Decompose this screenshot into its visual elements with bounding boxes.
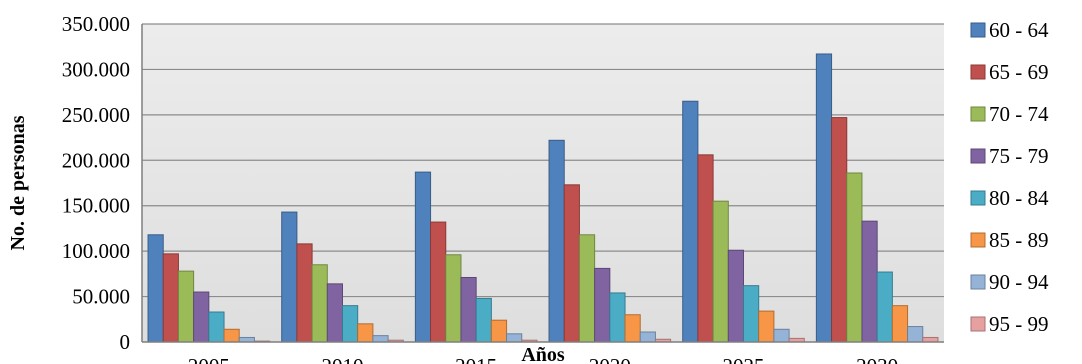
legend-swatch bbox=[970, 274, 986, 290]
bar-2005-75-79 bbox=[193, 291, 210, 343]
legend-label: 80 - 84 bbox=[989, 186, 1049, 210]
legend-item: 60 - 64 bbox=[970, 18, 1049, 42]
bar-2025-85-89 bbox=[758, 310, 775, 343]
bar-2020-80-84 bbox=[609, 292, 626, 343]
legend-swatch bbox=[970, 22, 986, 38]
bar-2015-60-64 bbox=[414, 171, 432, 343]
bar-2025-80-84 bbox=[743, 285, 760, 343]
y-tick-label: 250.000 bbox=[62, 103, 130, 127]
gridlines bbox=[142, 23, 944, 298]
bar-2010-75-79 bbox=[326, 283, 343, 343]
bar-2010-90-94 bbox=[372, 335, 389, 343]
bar-2030-75-79 bbox=[861, 220, 878, 343]
y-tick-label: 150.000 bbox=[62, 194, 130, 218]
y-tick-label: 0 bbox=[120, 330, 131, 354]
bar-2010-65-69 bbox=[296, 243, 313, 343]
legend-swatch bbox=[970, 316, 986, 332]
axes bbox=[141, 24, 944, 343]
legend-item: 75 - 79 bbox=[970, 144, 1049, 168]
legend-item: 90 - 94 bbox=[970, 270, 1049, 294]
bar-2015-75-79 bbox=[460, 276, 477, 343]
bar-2005-70-74 bbox=[177, 270, 195, 343]
bar-2025-60-64 bbox=[682, 100, 699, 343]
bar-2010-60-64 bbox=[281, 211, 298, 343]
bar-2030-60-64 bbox=[815, 53, 833, 343]
legend-item: 95 - 99 bbox=[970, 312, 1049, 336]
bar-2020-85-89 bbox=[624, 314, 641, 343]
legend-label: 70 - 74 bbox=[989, 102, 1049, 126]
y-tick-label: 300.000 bbox=[62, 57, 130, 81]
legend-swatch bbox=[970, 106, 986, 122]
legend-swatch bbox=[970, 190, 986, 206]
legend-label: 95 - 99 bbox=[989, 312, 1049, 336]
legend-item: 80 - 84 bbox=[970, 186, 1049, 210]
legend-swatch bbox=[970, 232, 986, 248]
bar-2005-85-89 bbox=[223, 328, 240, 343]
bar-2030-80-84 bbox=[876, 271, 893, 343]
legend-item: 85 - 89 bbox=[970, 228, 1049, 252]
bar-2025-75-79 bbox=[727, 249, 744, 343]
x-tick-label: 2025 bbox=[723, 354, 765, 364]
legend-label: 85 - 89 bbox=[989, 228, 1049, 252]
legend-item: 70 - 74 bbox=[970, 102, 1049, 126]
legend-swatch bbox=[970, 64, 986, 80]
bar-2005-60-64 bbox=[147, 234, 164, 343]
legend: 60 - 64 65 - 69 70 - 74 75 - 79 80 - 84 85 - … bbox=[970, 18, 1049, 336]
x-tick-label: 2030 bbox=[856, 354, 898, 364]
bar-2015-70-74 bbox=[445, 254, 462, 343]
x-tick-label: 2015 bbox=[455, 354, 497, 364]
bar-2020-90-94 bbox=[639, 331, 656, 343]
bar-2030-70-74 bbox=[846, 172, 863, 343]
bar-2020-65-69 bbox=[563, 184, 580, 343]
bars bbox=[147, 53, 939, 343]
bar-2010-70-74 bbox=[311, 264, 328, 343]
bar-2015-65-69 bbox=[430, 221, 447, 343]
y-tick-label: 50.000 bbox=[72, 285, 130, 309]
tick-labels: 0 50.000 100.000 150.000 200.000 250.000 300.0… bbox=[62, 12, 898, 364]
bar-2005-65-69 bbox=[162, 253, 179, 343]
bar-2020-60-64 bbox=[548, 139, 565, 343]
legend-label: 60 - 64 bbox=[989, 18, 1049, 42]
plot-area bbox=[142, 24, 944, 342]
legend-item: 65 - 69 bbox=[970, 60, 1049, 84]
bar-2025-65-69 bbox=[697, 154, 714, 343]
bar-2025-70-74 bbox=[712, 200, 729, 343]
bar-2015-80-84 bbox=[475, 297, 492, 343]
bar-2005-80-84 bbox=[208, 311, 225, 343]
y-axis-title: No. de personas bbox=[7, 115, 29, 250]
x-axis-title: Años bbox=[521, 344, 565, 364]
legend-label: 90 - 94 bbox=[989, 270, 1049, 294]
x-tick-label: 2020 bbox=[589, 354, 631, 364]
bar-2025-90-94 bbox=[773, 328, 790, 343]
x-tick-label: 2005 bbox=[188, 354, 230, 364]
bar-2010-85-89 bbox=[357, 323, 374, 343]
y-tick-label: 350.000 bbox=[62, 12, 130, 36]
x-tick-label: 2010 bbox=[322, 354, 364, 364]
y-tick-label: 100.000 bbox=[62, 239, 130, 263]
bar-2020-75-79 bbox=[594, 267, 611, 343]
bar-2015-90-94 bbox=[506, 333, 523, 343]
bar-2030-65-69 bbox=[831, 117, 848, 343]
legend-swatch bbox=[970, 148, 986, 164]
bar-2010-80-84 bbox=[342, 305, 359, 343]
legend-label: 65 - 69 bbox=[989, 60, 1049, 84]
bar-2030-90-94 bbox=[907, 326, 924, 343]
bar-2020-70-74 bbox=[578, 234, 596, 343]
bar-2030-85-89 bbox=[891, 305, 909, 343]
legend-label: 75 - 79 bbox=[989, 144, 1049, 168]
bar-2015-85-89 bbox=[490, 319, 508, 343]
y-tick-label: 200.000 bbox=[62, 148, 130, 172]
